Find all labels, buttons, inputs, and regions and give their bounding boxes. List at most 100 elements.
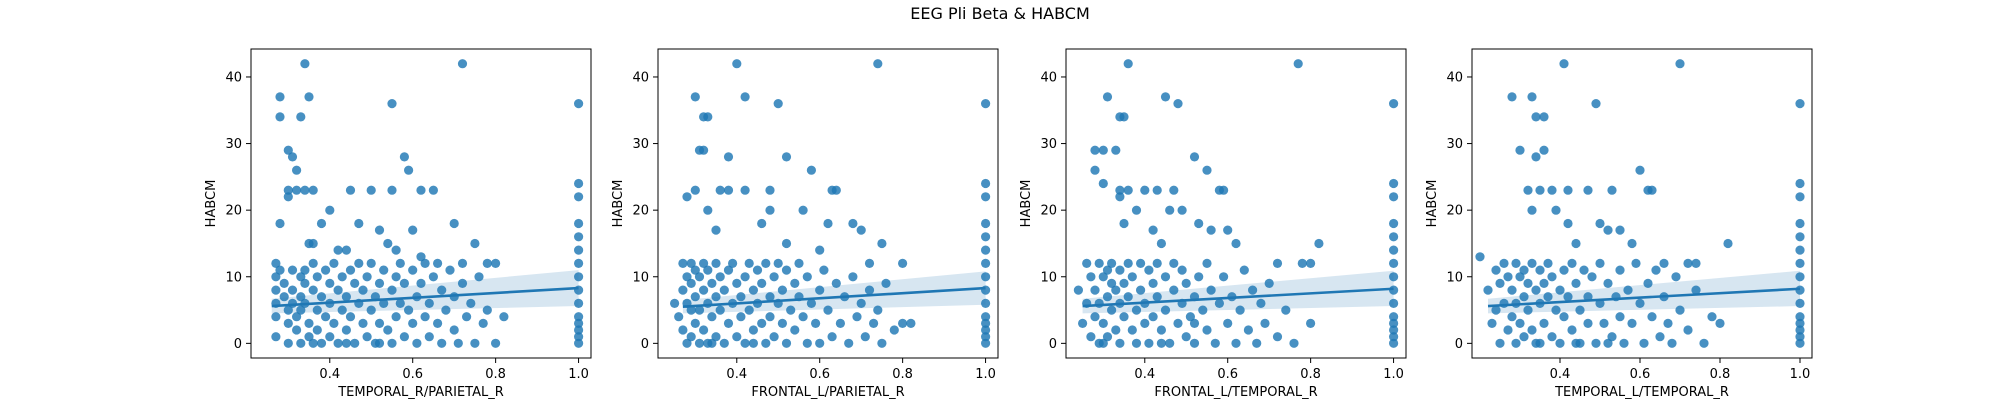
data-point — [325, 205, 335, 215]
data-point — [453, 338, 463, 348]
data-point — [1156, 338, 1166, 348]
data-point — [1607, 185, 1617, 195]
data-point — [711, 292, 721, 302]
data-point — [1543, 258, 1553, 268]
data-point — [428, 185, 438, 195]
regression-line — [1082, 287, 1394, 308]
data-point — [1523, 305, 1533, 315]
y-axis-label: HABCM — [611, 180, 626, 228]
data-point — [1090, 312, 1100, 322]
data-point — [341, 292, 351, 302]
data-point — [1160, 92, 1171, 102]
data-point — [1515, 145, 1525, 155]
data-point — [271, 332, 281, 342]
data-point — [1202, 258, 1212, 268]
y-tick-label: 40 — [1040, 70, 1057, 85]
data-point — [1527, 92, 1537, 102]
data-point — [1531, 112, 1541, 122]
data-point — [1651, 265, 1661, 275]
data-point — [1127, 325, 1137, 335]
data-point — [1152, 185, 1162, 195]
data-point — [1511, 338, 1521, 348]
data-point — [574, 338, 584, 348]
data-point — [1272, 258, 1283, 268]
data-point — [815, 245, 825, 255]
data-point — [757, 278, 767, 288]
data-point — [358, 285, 368, 295]
data-point — [1551, 205, 1561, 215]
data-point — [275, 112, 285, 122]
data-point — [1202, 165, 1212, 175]
axes-frame — [657, 48, 999, 359]
data-point — [1715, 318, 1725, 328]
data-point — [1252, 338, 1262, 348]
data-point — [1555, 338, 1565, 348]
data-point — [416, 278, 426, 288]
data-point — [719, 285, 729, 295]
data-point — [690, 318, 700, 328]
data-point — [308, 185, 318, 195]
y-tick-label: 30 — [1040, 137, 1057, 152]
data-point — [387, 185, 397, 195]
data-point — [1165, 205, 1175, 215]
data-point — [1189, 338, 1200, 348]
data-point — [981, 332, 991, 342]
data-point — [1555, 285, 1565, 295]
y-tick-label: 0 — [641, 337, 649, 352]
data-point — [449, 325, 459, 335]
data-point — [1795, 99, 1805, 109]
y-tick-label: 0 — [1049, 337, 1057, 352]
data-point — [362, 272, 372, 282]
x-tick-label: 1.0 — [568, 367, 589, 382]
data-point — [1115, 338, 1125, 348]
data-point — [1603, 338, 1613, 348]
data-point — [1102, 92, 1113, 102]
data-point — [1152, 292, 1162, 302]
data-point — [815, 338, 825, 348]
data-point — [316, 292, 327, 302]
data-point — [711, 332, 721, 342]
data-point — [1483, 285, 1493, 295]
subplot-3: 0.4 0.6 0.8 1.0 0 10 20 30 40 FRONTAL_L/TEMPORAL_… — [1019, 48, 1407, 400]
data-point — [1475, 252, 1485, 262]
y-tick-label: 30 — [225, 137, 242, 152]
data-point — [1090, 145, 1100, 155]
data-point — [574, 258, 584, 268]
data-point — [1078, 318, 1088, 328]
data-point — [1231, 238, 1241, 249]
data-point — [395, 258, 405, 268]
data-point — [752, 265, 763, 275]
data-point — [740, 338, 750, 348]
data-point — [292, 165, 302, 175]
data-point — [408, 318, 418, 328]
data-point — [806, 298, 817, 308]
data-point — [1107, 305, 1117, 315]
y-tick-label: 20 — [632, 204, 649, 219]
data-point — [1256, 298, 1266, 308]
data-point — [321, 265, 331, 275]
data-point — [1169, 185, 1179, 195]
data-point — [1563, 218, 1573, 229]
data-point — [765, 205, 775, 215]
data-point — [711, 225, 721, 235]
data-point — [781, 265, 792, 275]
data-point — [1795, 325, 1805, 335]
data-point — [686, 258, 696, 268]
data-point — [1119, 112, 1129, 122]
data-point — [711, 258, 721, 268]
data-point — [1547, 332, 1557, 342]
regression-line — [271, 286, 579, 308]
data-point — [1591, 99, 1601, 109]
data-point — [1619, 338, 1629, 348]
data-point — [686, 305, 696, 315]
data-point — [383, 238, 393, 249]
data-point — [312, 325, 322, 335]
data-point — [387, 338, 397, 348]
data-point — [304, 332, 314, 342]
data-point — [777, 285, 788, 295]
data-point — [1639, 338, 1649, 348]
data-point — [383, 325, 393, 335]
data-point — [1107, 258, 1117, 268]
data-point — [1189, 152, 1200, 162]
data-point — [329, 258, 339, 268]
